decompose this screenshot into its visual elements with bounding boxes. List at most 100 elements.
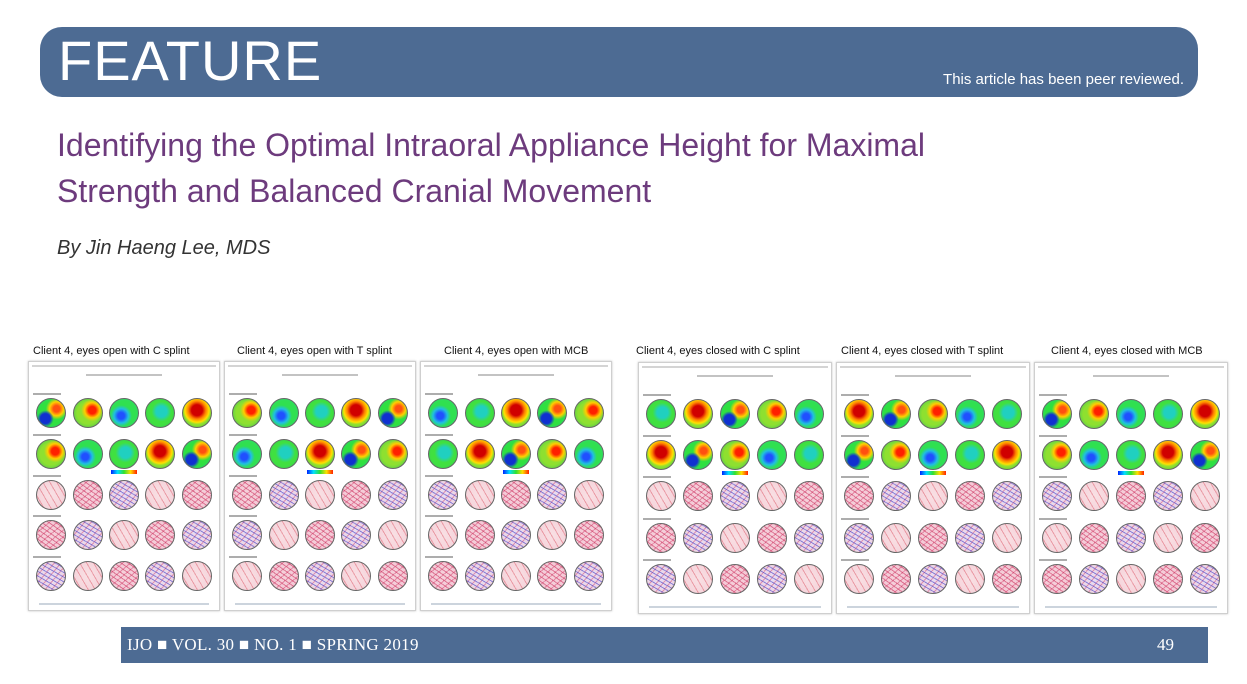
brain-heatmap-head (305, 438, 335, 469)
brain-connectivity-head (1079, 563, 1110, 594)
row-label-line (229, 474, 257, 477)
brain-connectivity-head (109, 479, 139, 510)
head-map-grid (841, 393, 1025, 599)
brain-heatmap-head (720, 399, 750, 429)
brain-connectivity-head (1116, 563, 1146, 594)
row-label-line (33, 474, 61, 477)
brain-connectivity-head (793, 481, 824, 512)
brain-connectivity-head (573, 520, 604, 551)
brain-heatmap-head (918, 440, 948, 471)
brain-heatmap-head (1152, 399, 1183, 429)
brain-connectivity-head (181, 520, 212, 551)
color-scale-bar (722, 471, 748, 476)
article-title-line-2: Strength and Balanced Cranial Movement (57, 173, 652, 209)
brain-connectivity-head (646, 522, 677, 553)
brain-heatmap-head (1079, 399, 1110, 429)
qeeg-figure-panel (420, 361, 612, 611)
panel-footer-line (431, 603, 601, 605)
brain-heatmap-head (36, 438, 67, 469)
brain-connectivity-head (501, 520, 531, 551)
brain-connectivity-head (36, 561, 67, 592)
qeeg-figure-panel (836, 362, 1030, 614)
feature-label: FEATURE (58, 29, 323, 92)
row-label-line (425, 474, 453, 477)
brain-connectivity-head (793, 563, 824, 594)
brain-heatmap-head (428, 438, 459, 469)
panel-footer-line (39, 603, 209, 605)
qeeg-figure-panel (224, 361, 416, 611)
row-label-line (841, 558, 869, 561)
brain-heatmap-head (537, 438, 568, 469)
brain-heatmap-head (232, 398, 263, 428)
brain-heatmap-head (793, 440, 824, 471)
row-label-line (1039, 558, 1067, 561)
brain-heatmap-head (377, 398, 408, 428)
brain-heatmap-head (377, 438, 408, 469)
brain-connectivity-head (305, 520, 335, 551)
brain-heatmap-head (683, 399, 714, 429)
article-title: Identifying the Optimal Intraoral Applia… (57, 122, 1157, 214)
panel-footer-line (649, 606, 821, 608)
brain-connectivity-head (377, 520, 408, 551)
brain-connectivity-head (305, 561, 335, 592)
brain-connectivity-head (232, 520, 263, 551)
brain-connectivity-head (232, 561, 263, 592)
brain-connectivity-head (991, 563, 1022, 594)
brain-heatmap-head (573, 438, 604, 469)
brain-heatmap-head (537, 398, 568, 428)
brain-connectivity-head (36, 479, 67, 510)
brain-connectivity-head (1189, 563, 1220, 594)
color-scale-bar (307, 469, 333, 474)
panel-footer-line (1045, 606, 1217, 608)
brain-connectivity-head (756, 522, 787, 553)
brain-connectivity-head (1042, 563, 1073, 594)
brain-heatmap-head (720, 440, 750, 471)
brain-heatmap-head (1152, 440, 1183, 471)
brain-connectivity-head (181, 479, 212, 510)
panel-header-line (840, 366, 1026, 368)
brain-heatmap-head (991, 440, 1022, 471)
brain-connectivity-head (720, 522, 750, 553)
article-byline: By Jin Haeng Lee, MDS (57, 237, 271, 259)
figure-caption: Client 4, eyes closed with MCB (1051, 345, 1203, 357)
brain-connectivity-head (991, 522, 1022, 553)
brain-heatmap-head (646, 399, 677, 429)
brain-connectivity-head (918, 481, 948, 512)
brain-connectivity-head (573, 561, 604, 592)
qeeg-figure-panel (1034, 362, 1228, 614)
figure-caption: Client 4, eyes open with C splint (33, 345, 190, 357)
brain-connectivity-head (844, 563, 875, 594)
brain-heatmap-head (341, 398, 372, 428)
brain-connectivity-head (756, 481, 787, 512)
brain-connectivity-head (268, 520, 299, 551)
brain-heatmap-head (683, 440, 714, 471)
panel-header-line (424, 365, 608, 367)
row-label-line (643, 517, 671, 520)
row-label-line (33, 556, 61, 559)
brain-connectivity-head (881, 481, 912, 512)
brain-connectivity-head (646, 481, 677, 512)
brain-heatmap-head (145, 438, 176, 469)
brain-connectivity-head (881, 522, 912, 553)
qeeg-figure-panel (638, 362, 832, 614)
brain-connectivity-head (1079, 522, 1110, 553)
brain-connectivity-head (428, 561, 459, 592)
brain-connectivity-head (793, 522, 824, 553)
brain-connectivity-head (991, 481, 1022, 512)
brain-heatmap-head (646, 440, 677, 471)
brain-connectivity-head (145, 561, 176, 592)
brain-heatmap-head (305, 398, 335, 428)
panel-subtitle-line (696, 375, 774, 377)
brain-heatmap-head (756, 399, 787, 429)
row-label-line (643, 476, 671, 479)
brain-connectivity-head (268, 479, 299, 510)
panel-header-line (228, 365, 412, 367)
color-scale-bar (920, 471, 946, 476)
figure-caption: Client 4, eyes open with T splint (237, 345, 392, 357)
brain-connectivity-head (428, 479, 459, 510)
head-map-grid (1039, 393, 1223, 599)
panel-footer-line (235, 603, 405, 605)
row-label-line (1039, 435, 1067, 438)
brain-connectivity-head (109, 561, 139, 592)
brain-connectivity-head (501, 479, 531, 510)
